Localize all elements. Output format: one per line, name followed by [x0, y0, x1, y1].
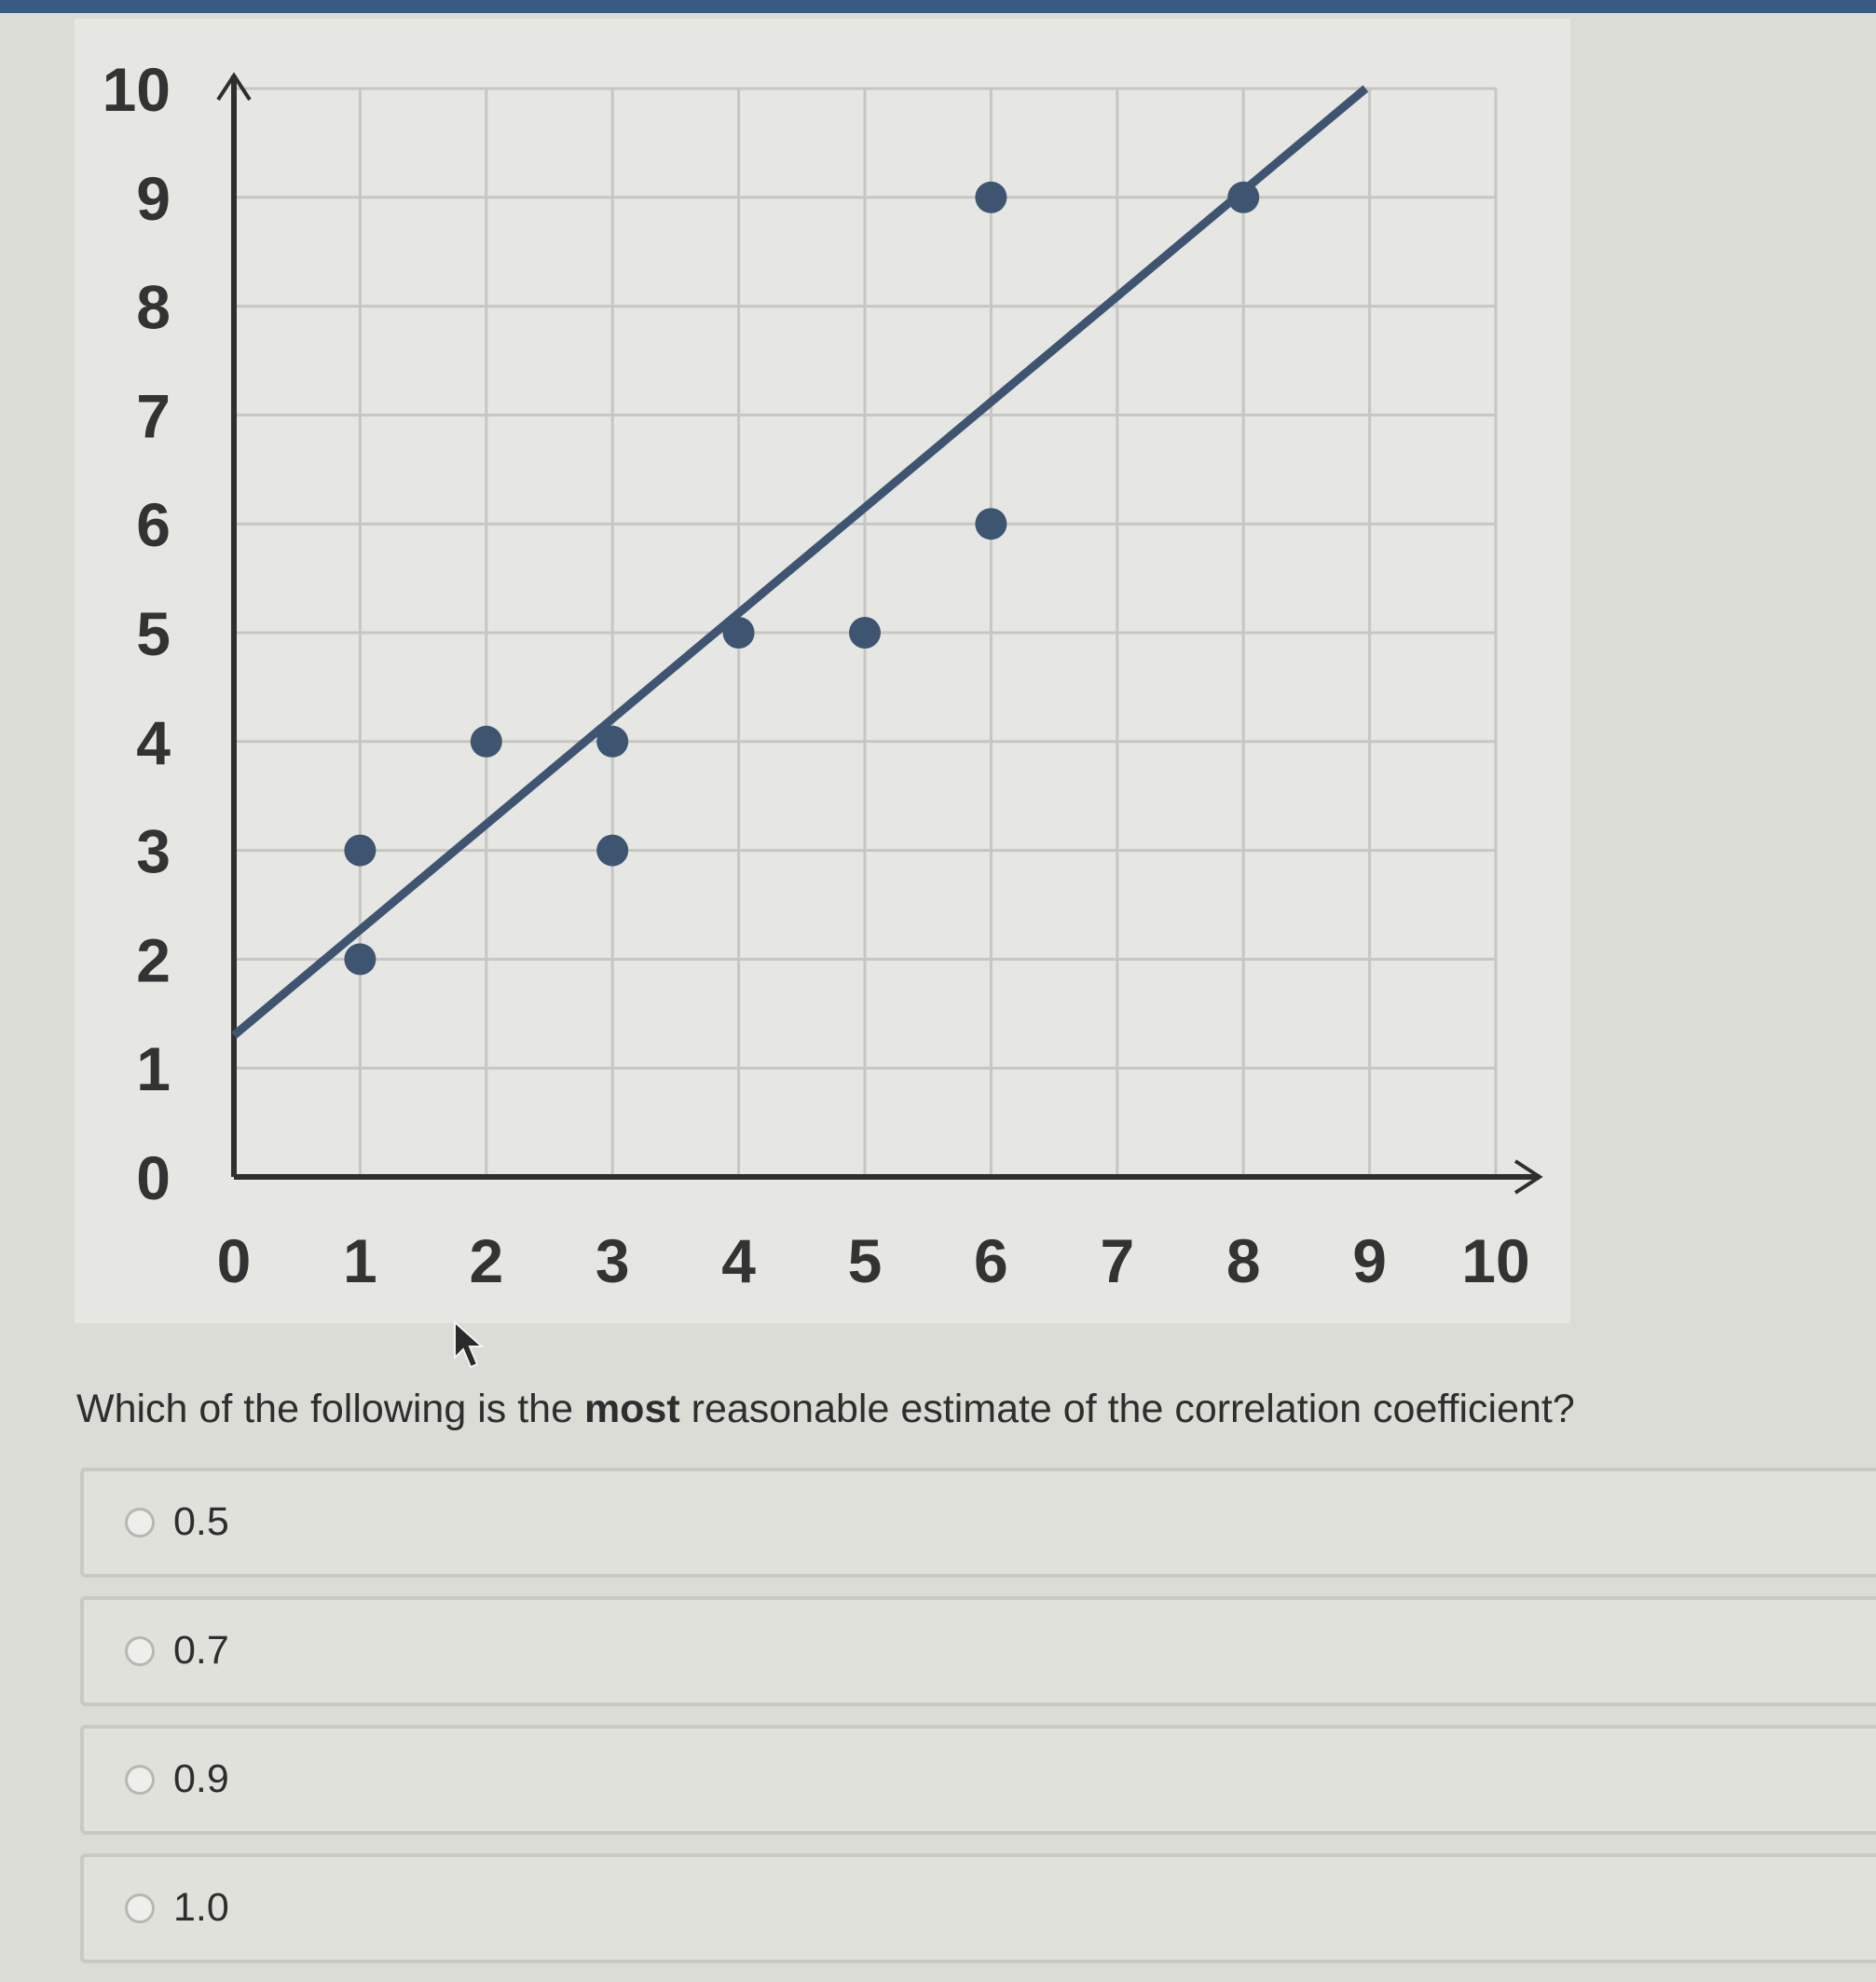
radio-button-icon[interactable] [125, 1636, 155, 1666]
y-tick-label: 4 [136, 708, 171, 777]
answer-option-3[interactable]: 0.9 [80, 1725, 1876, 1835]
question-part: reasonable estimate of the correlation c… [679, 1387, 1575, 1431]
y-tick-label: 10 [103, 55, 171, 124]
answer-label: 1.0 [173, 1885, 229, 1930]
x-axis-arrow-icon [1513, 1159, 1543, 1195]
mouse-cursor-icon [454, 1320, 485, 1369]
y-tick-label: 5 [136, 599, 171, 668]
x-tick-label: 7 [1100, 1226, 1134, 1295]
y-tick-label: 1 [136, 1034, 171, 1103]
answer-label: 0.7 [173, 1628, 229, 1673]
answer-option-4[interactable]: 1.0 [80, 1853, 1876, 1963]
y-tick-label: 8 [136, 273, 171, 342]
question-text: Which of the following is the most reaso… [76, 1387, 1847, 1432]
data-point [344, 834, 377, 867]
y-axis-arrow-icon [216, 72, 252, 102]
radio-button-icon[interactable] [125, 1765, 155, 1795]
x-tick-label: 1 [343, 1226, 377, 1295]
tick-labels: 0 1 2 3 4 5 6 7 8 9 10 0 1 2 3 4 5 6 7 8 9 10 [103, 55, 1530, 1295]
data-point [596, 834, 629, 867]
data-point [975, 181, 1007, 213]
data-point [470, 725, 502, 758]
y-tick-label: 0 [136, 1143, 171, 1212]
y-tick-label: 7 [136, 381, 171, 450]
answer-option-1[interactable]: 0.5 [80, 1468, 1876, 1578]
axes [216, 72, 1543, 1195]
data-point [344, 943, 377, 976]
scatter-plot-panel: 0 1 2 3 4 5 6 7 8 9 10 0 1 2 3 4 5 6 7 8 9 10 [75, 19, 1570, 1323]
top-bar [0, 0, 1876, 13]
scatter-plot: 0 1 2 3 4 5 6 7 8 9 10 0 1 2 3 4 5 6 7 8 9 10 [103, 55, 1543, 1295]
radio-button-icon[interactable] [125, 1508, 155, 1538]
y-tick-label: 2 [136, 925, 171, 994]
y-tick-label: 9 [136, 164, 171, 233]
x-tick-label: 10 [1461, 1226, 1529, 1295]
x-tick-label: 0 [217, 1226, 252, 1295]
question-part: Which of the following is the [76, 1387, 584, 1431]
answer-options: 0.5 0.7 0.9 1.0 [80, 1468, 1876, 1982]
data-point [975, 508, 1007, 540]
x-tick-label: 6 [974, 1226, 1008, 1295]
x-tick-label: 4 [721, 1226, 756, 1295]
data-points [344, 181, 1260, 976]
question-emphasis: most [583, 1387, 680, 1431]
x-tick-label: 5 [848, 1226, 883, 1295]
answer-label: 0.9 [173, 1756, 229, 1801]
data-point [722, 617, 755, 649]
trend-line [231, 85, 1369, 1039]
data-point [596, 725, 629, 758]
data-point [1227, 181, 1260, 213]
radio-button-icon[interactable] [125, 1893, 155, 1923]
x-tick-label: 9 [1352, 1226, 1387, 1295]
answer-label: 0.5 [173, 1499, 229, 1544]
x-tick-label: 8 [1226, 1226, 1261, 1295]
answer-option-2[interactable]: 0.7 [80, 1596, 1876, 1706]
y-tick-label: 3 [136, 817, 171, 886]
x-tick-label: 3 [596, 1226, 630, 1295]
grid-lines [234, 87, 1498, 1177]
trend-lines [231, 85, 1369, 1039]
data-point [849, 617, 881, 649]
x-tick-label: 2 [469, 1226, 503, 1295]
y-tick-label: 6 [136, 490, 171, 559]
